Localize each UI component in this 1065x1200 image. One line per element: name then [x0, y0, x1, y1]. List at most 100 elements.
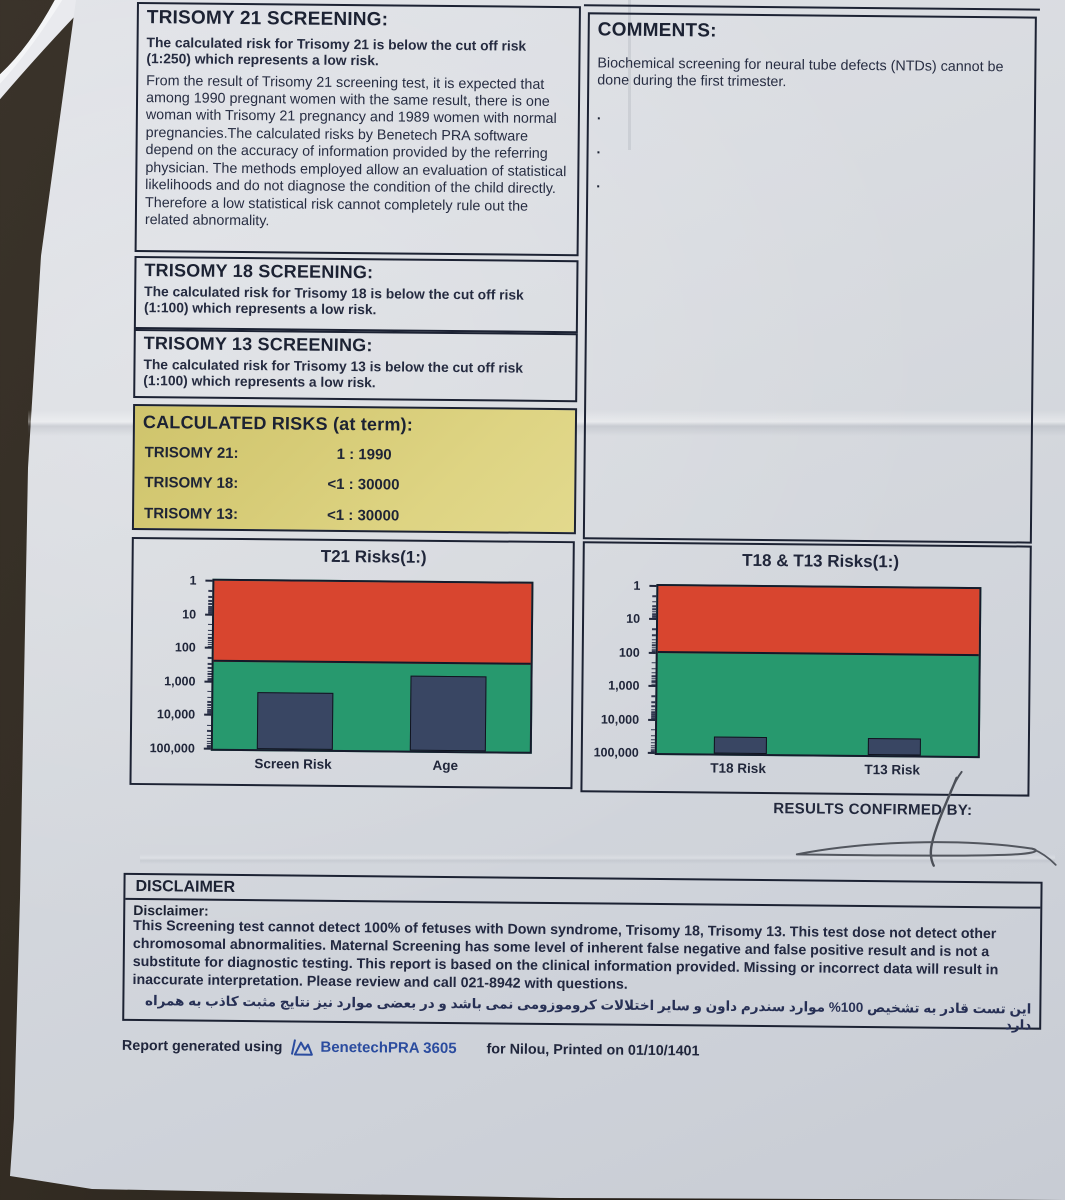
y-minor-tick-mark: [651, 650, 656, 652]
y-minor-tick-mark: [651, 672, 656, 674]
y-minor-tick-mark: [207, 700, 212, 703]
trisomy18-screening-section: TRISOMY 18 SCREENING: The calculated ris…: [133, 255, 579, 334]
report-footer: Report generated using BenetechPRA 3605 …: [122, 1036, 700, 1061]
y-minor-tick-mark: [207, 629, 212, 632]
y-minor-tick-mark: [652, 605, 657, 607]
y-tick-label: 1: [189, 573, 197, 588]
x-axis-category-labels: Screen Risk Age: [211, 756, 532, 773]
comments-body-text: Biochemical screening for neural tube de…: [597, 55, 1004, 91]
paper-fold-crease: [628, 0, 631, 150]
y-axis-tick-labels: 1 10 100 1,000 10,000 100,000: [132, 574, 203, 756]
y-tick-label: 1,000: [164, 674, 196, 689]
y-minor-tick-mark: [650, 738, 655, 741]
y-minor-tick-mark: [208, 595, 213, 598]
x-axis-category-labels: T18 Risk T13 Risk: [655, 760, 980, 778]
y-tick-mark: [649, 584, 657, 587]
y-tick-mark: [648, 718, 656, 721]
y-minor-tick-mark: [207, 704, 212, 706]
y-tick-mark: [203, 747, 211, 750]
comment-placeholder-dot: .: [596, 106, 601, 123]
y-minor-tick-mark: [650, 750, 655, 753]
y-tick-label: 100: [174, 640, 196, 655]
y-minor-tick-mark: [208, 603, 213, 605]
chart-title: T21 Risks(1:): [320, 546, 427, 567]
y-axis-tick-marks: [647, 584, 657, 754]
bar-t13-risk: [867, 737, 921, 756]
disclaimer-body-text: This Screening test cannot detect 100% o…: [132, 917, 999, 993]
y-minor-tick-mark: [652, 595, 657, 597]
risk-row-t18: TRISOMY 18: <1 : 30000: [144, 474, 399, 493]
y-minor-tick-mark: [207, 663, 212, 665]
paper-fold-crease: [140, 854, 1055, 864]
y-minor-tick-mark: [208, 590, 213, 592]
disclaimer-section: DISCLAIMER Disclaimer: This Screening te…: [122, 872, 1043, 1032]
risk-label: TRISOMY 21:: [144, 444, 239, 462]
y-minor-tick-mark: [650, 742, 655, 744]
trisomy21-section-title: TRISOMY 21 SCREENING:: [146, 7, 389, 31]
y-minor-tick-mark: [207, 712, 212, 715]
bar-age: [409, 675, 487, 752]
benetech-logo-icon: [291, 1039, 314, 1056]
y-tick-mark: [205, 613, 213, 616]
y-minor-tick-mark: [207, 679, 212, 681]
y-tick-label: 10: [182, 607, 197, 622]
y-minor-tick-mark: [651, 667, 656, 670]
comments-section: COMMENTS: Biochemical screening for neur…: [582, 12, 1037, 544]
y-tick-label: 10: [626, 612, 641, 627]
y-tick-mark: [204, 680, 212, 683]
y-minor-tick-mark: [650, 734, 655, 737]
y-minor-tick-mark: [206, 734, 211, 737]
y-minor-tick-mark: [651, 675, 656, 677]
y-minor-tick-mark: [206, 730, 211, 732]
risk-value: <1 : 30000: [326, 506, 400, 525]
y-minor-tick-mark: [651, 728, 656, 731]
y-minor-tick-mark: [208, 600, 213, 602]
calculated-risks-title: CALCULATED RISKS (at term):: [142, 412, 414, 435]
y-tick-label: 100,000: [149, 741, 195, 756]
y-minor-tick-mark: [652, 601, 657, 603]
y-tick-label: 1,000: [608, 678, 640, 694]
comment-placeholder-dot: .: [596, 140, 601, 157]
x-category-label: Screen Risk: [254, 756, 332, 772]
trisomy18-section-title: TRISOMY 18 SCREENING:: [144, 260, 374, 283]
risk-value: 1 : 1990: [336, 445, 392, 464]
risk-label: TRISOMY 18:: [144, 474, 239, 492]
x-category-label: Age: [432, 757, 459, 774]
y-minor-tick-mark: [207, 670, 212, 673]
y-minor-tick-mark: [651, 628, 656, 631]
y-axis-tick-marks: [203, 579, 213, 750]
trisomy21-screening-section: TRISOMY 21 SCREENING: The calculated ris…: [134, 1, 581, 257]
t18-t13-risk-chart: T18 & T13 Risks(1:) 1 10 100 1,000 10,000 100…: [580, 541, 1032, 797]
risk-value: <1 : 30000: [327, 475, 400, 494]
y-minor-tick-mark: [652, 617, 657, 619]
y-minor-tick-mark: [207, 690, 212, 693]
y-minor-tick-mark: [207, 667, 212, 669]
y-tick-label: 10,000: [600, 712, 640, 727]
footer-prefix-text: Report generated using: [121, 1037, 283, 1055]
t21-risk-chart: T21 Risks(1:) 1 10 100 1,000 10,000 100,000 S…: [129, 536, 575, 790]
trisomy21-summary-text: The calculated risk for Trisomy 21 is be…: [146, 35, 527, 69]
risk-row-t21: TRISOMY 21: 1 : 1990: [144, 444, 392, 463]
bar-screen-risk: [257, 691, 334, 750]
y-tick-label: 100: [618, 645, 640, 660]
y-minor-tick-mark: [651, 634, 656, 637]
high-risk-zone: [213, 580, 532, 665]
bar-t18-risk: [713, 736, 767, 755]
y-minor-tick-mark: [206, 746, 211, 748]
trisomy13-summary-text: The calculated risk for Trisomy 13 is be…: [143, 357, 524, 391]
chart-plot-area: [654, 583, 982, 759]
y-minor-tick-mark: [651, 695, 656, 697]
y-minor-tick-mark: [208, 623, 213, 626]
footer-printed-info: for Nilou, Printed on 01/10/1401: [486, 1040, 700, 1059]
paper-curl-corner: [0, 0, 91, 100]
y-tick-mark: [204, 714, 212, 717]
y-minor-tick-mark: [651, 701, 656, 703]
y-minor-tick-mark: [651, 683, 656, 686]
y-minor-tick-mark: [207, 724, 212, 726]
risk-label: TRISOMY 13:: [143, 505, 239, 523]
y-tick-label: 10,000: [156, 707, 196, 722]
y-minor-tick-mark: [651, 662, 656, 664]
y-tick-mark: [649, 618, 657, 621]
signature-ink: [795, 770, 1057, 867]
